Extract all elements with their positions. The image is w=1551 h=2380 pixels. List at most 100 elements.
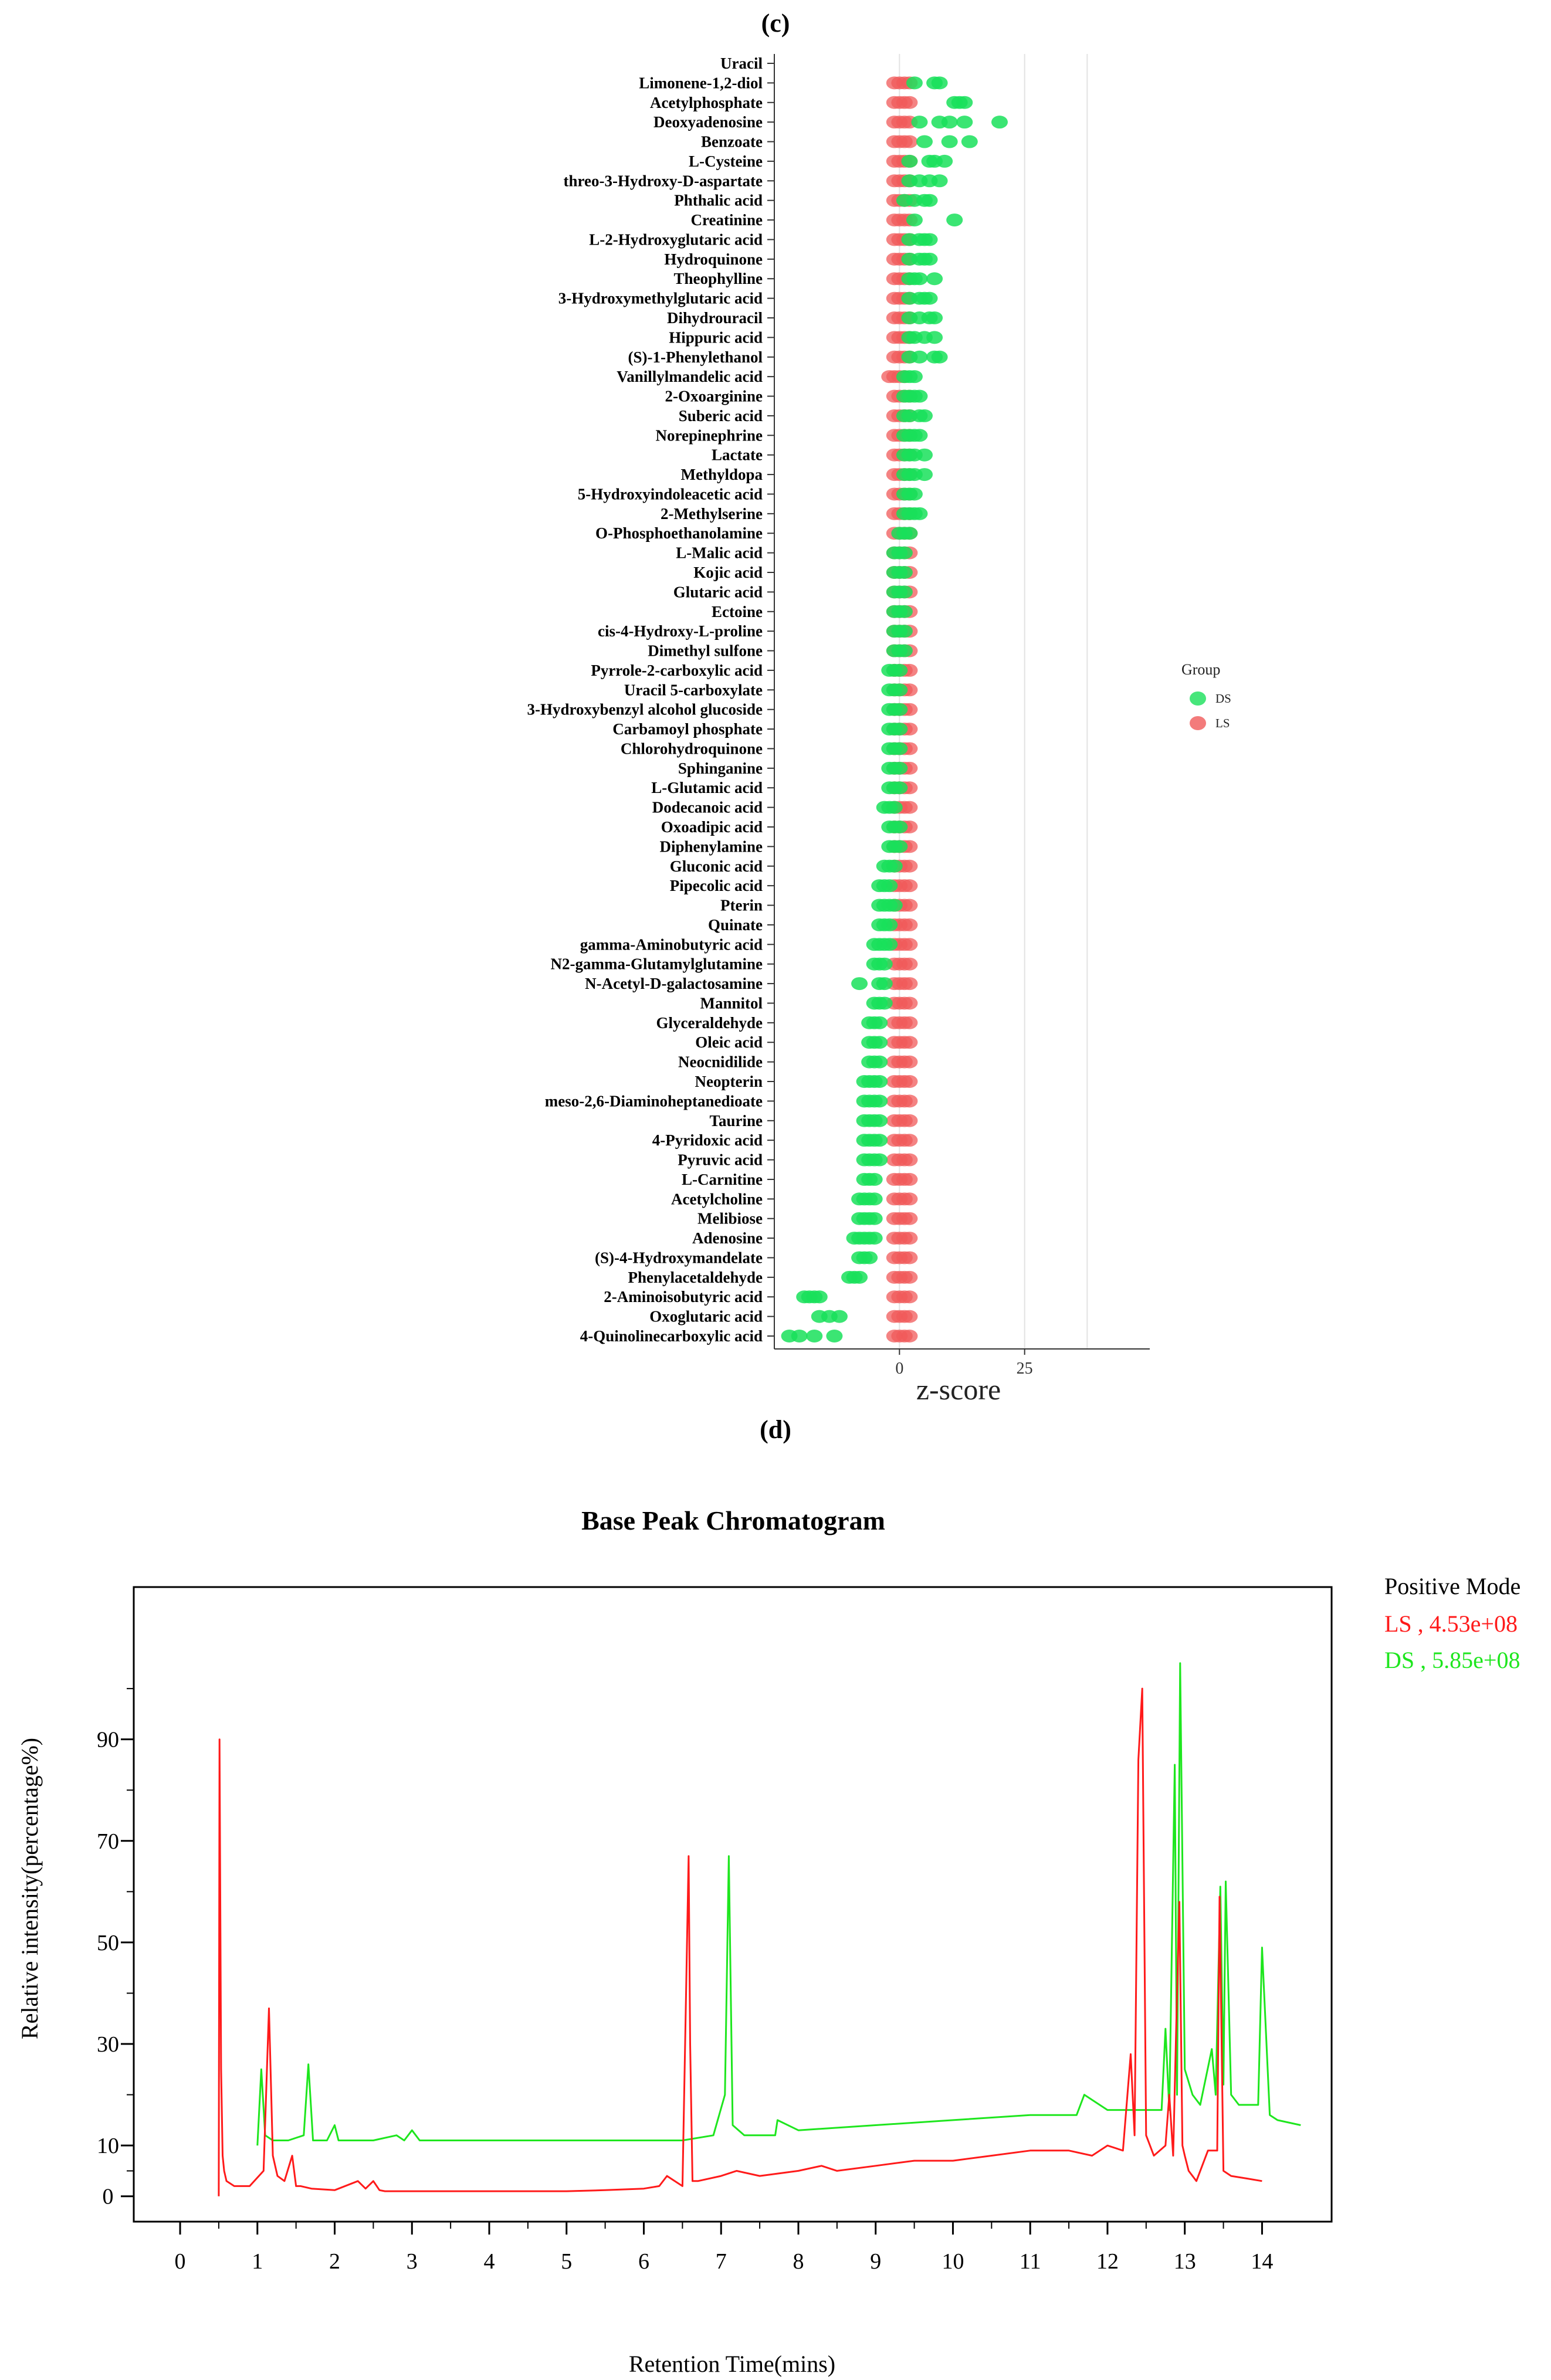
ds-point (906, 213, 923, 227)
x-tick-label: 6 (638, 2249, 649, 2274)
ds-point (871, 1153, 888, 1167)
ls-point (901, 957, 918, 971)
zscore-dot-plot: Uracil Limonene-1,2-diol Acetylphosphate De… (527, 54, 1231, 1406)
y-tick-label: Dimethyl sulfone (648, 642, 763, 660)
ls-point (901, 1192, 918, 1206)
legend-label-ds: DS (1215, 691, 1231, 706)
y-tick-label: 10 (97, 2134, 119, 2158)
ls-point (901, 859, 918, 873)
ds-point (896, 605, 913, 618)
y-tick-label: Kojic acid (693, 564, 763, 581)
ds-point (991, 116, 1008, 129)
y-tick-label: Oxoglutaric acid (649, 1308, 763, 1325)
ds-point (921, 291, 938, 305)
ds-point (871, 1036, 888, 1049)
ds-point (876, 996, 893, 1010)
y-tick-label: Acetylphosphate (650, 94, 763, 111)
ds-point (911, 116, 928, 129)
x-tick-label: 0 (895, 1359, 903, 1378)
ds-point (886, 859, 903, 873)
y-tick-label: Oleic acid (695, 1033, 763, 1051)
y-tick-label: Uracil 5-carboxylate (624, 681, 763, 699)
y-tick-label: 90 (97, 1728, 119, 1752)
ls-point (901, 1036, 918, 1049)
ls-point (901, 1153, 918, 1167)
ds-point (891, 761, 908, 775)
ds-point (891, 723, 908, 736)
y-tick-label: 2-Aminoisobutyric acid (604, 1288, 763, 1306)
ds-point (881, 918, 898, 931)
ds-point (906, 370, 923, 384)
ds-point (926, 331, 943, 344)
y-tick-label: threo-3-Hydroxy-D-aspartate (564, 172, 763, 189)
y-tick-label: Suberic acid (679, 407, 763, 425)
ds-point (936, 154, 953, 168)
ds-point (926, 311, 943, 324)
y-tick-label: Hippuric acid (669, 328, 763, 346)
ds-point (891, 781, 908, 795)
ds-point (891, 742, 908, 755)
ls-point (901, 918, 918, 931)
ls-point (901, 1290, 918, 1304)
legend-entry-0: LS , 4.53e+08 (1384, 1611, 1518, 1637)
y-tick-label: N-Acetyl-D-galactosamine (585, 975, 763, 992)
ls-point (901, 899, 918, 912)
ls-point (901, 801, 918, 814)
ds-point (891, 703, 908, 716)
legend-marker-ls (1190, 716, 1206, 730)
y-tick-label: Vanillylmandelic acid (617, 368, 763, 385)
y-tick-label: Pyrrole-2-carboxylic acid (591, 662, 763, 679)
y-tick-label: Phthalic acid (674, 192, 763, 209)
x-tick-label: 2 (329, 2249, 340, 2274)
ds-point (861, 1251, 878, 1264)
ds-point (791, 1330, 808, 1342)
chart-title: Base Peak Chromatogram (581, 1506, 885, 1535)
ds-point (866, 1232, 883, 1245)
y-tick-label: Neopterin (695, 1073, 763, 1090)
y-tick-label: L-2-Hydroxyglutaric acid (589, 230, 763, 248)
ls-point (901, 1330, 918, 1342)
ls-point (901, 977, 918, 991)
ds-point (891, 683, 908, 697)
ds-point (931, 174, 948, 188)
ds-point (911, 507, 928, 520)
ls-point (901, 1172, 918, 1186)
legend-marker-ds (1190, 691, 1206, 706)
ds-point (891, 840, 908, 853)
y-tick-label: (S)-1-Phenylethanol (628, 348, 763, 366)
ds-point (811, 1290, 828, 1304)
ds-point (871, 1055, 888, 1069)
x-tick-label: 25 (1017, 1359, 1033, 1378)
ls-point (901, 1114, 918, 1127)
ds-point (901, 527, 918, 540)
ds-point (866, 1212, 883, 1225)
y-tick-label: 2-Methylserine (661, 505, 763, 523)
ds-point (826, 1330, 843, 1342)
x-tick-label: 11 (1020, 2249, 1041, 2274)
ds-point (871, 1114, 888, 1127)
ds-point (886, 899, 903, 912)
ds-point (871, 1016, 888, 1029)
ds-point (896, 566, 913, 579)
y-tick-label: Lactate (712, 446, 763, 464)
ds-point (931, 76, 948, 90)
y-tick-label: Dodecanoic acid (652, 799, 763, 816)
y-tick-label: Glyceraldehyde (656, 1014, 763, 1032)
ds-point (916, 448, 933, 462)
legend-title: Group (1181, 661, 1220, 678)
ls-point (901, 1270, 918, 1284)
y-tick-label: 5-Hydroxyindoleacetic acid (578, 485, 763, 503)
ds-point (891, 663, 908, 677)
y-tick-label: Phenylacetaldehyde (628, 1269, 763, 1286)
y-tick-label: (S)-4-Hydroxymandelate (595, 1249, 763, 1266)
x-axis-title: z-score (916, 1373, 1001, 1406)
y-tick-label: 4-Pyridoxic acid (652, 1131, 763, 1149)
ds-point (931, 350, 948, 364)
y-tick-label: 3-Hydroxybenzyl alcohol glucoside (527, 701, 763, 718)
x-tick-label: 9 (870, 2249, 881, 2274)
ds-point (896, 625, 913, 638)
x-tick-label: 1 (252, 2249, 263, 2274)
y-tick-label: Theophylline (673, 270, 763, 287)
y-tick-label: 0 (103, 2185, 114, 2209)
